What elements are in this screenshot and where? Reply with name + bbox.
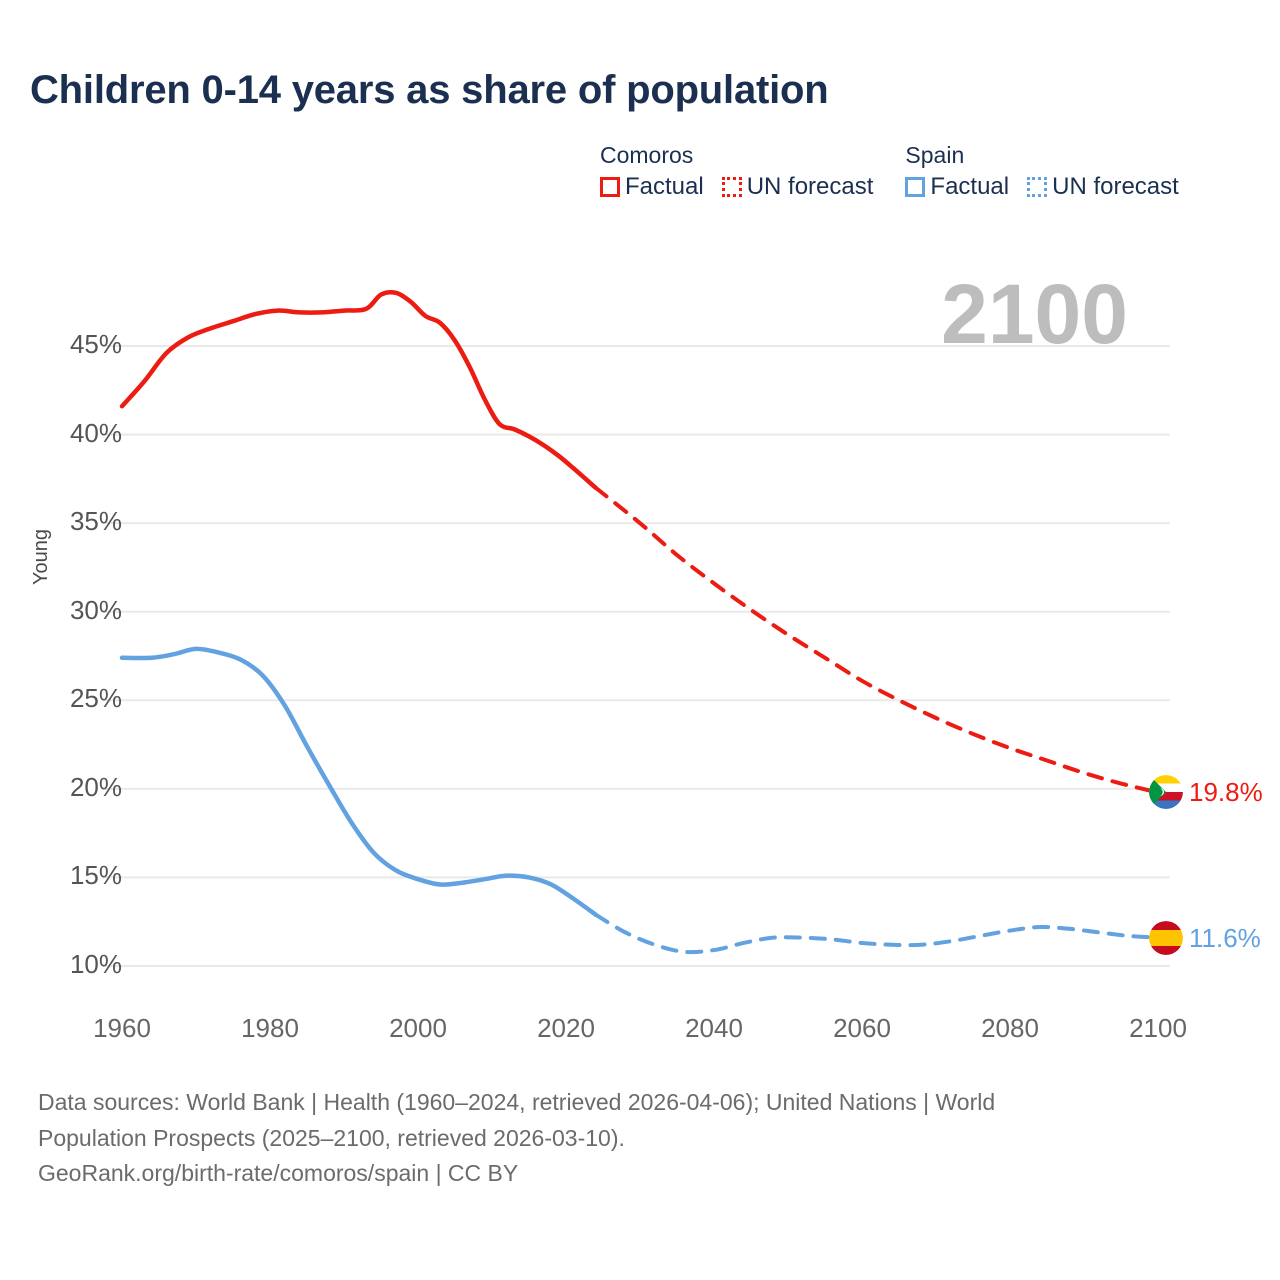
legend-item-label: UN forecast <box>746 173 874 201</box>
x-tick-label: 2000 <box>389 1013 447 1043</box>
legend-item-spain-forecast[interactable]: UN forecast <box>1027 175 1179 199</box>
legend-item-spain-factual[interactable]: Factual <box>905 175 1009 199</box>
legend-item-label: Factual <box>930 173 1010 201</box>
y-tick-label: 20% <box>69 771 122 802</box>
series-line-comoros-factual <box>119 289 598 490</box>
x-tick-label: 2040 <box>685 1013 743 1043</box>
y-tick-label: 40% <box>69 417 122 448</box>
legend-group-spain: Spain Factual UN forecast <box>905 142 1179 199</box>
x-tick-label: 2100 <box>1129 1013 1187 1043</box>
footer-sources: Data sources: World Bank | Health (1960–… <box>38 1085 1218 1192</box>
x-tick-label: 2020 <box>537 1013 595 1043</box>
y-tick-label: 45% <box>69 329 122 359</box>
x-tick-label: 2060 <box>833 1013 891 1043</box>
legend-group-comoros: Comoros Factual UN forecast <box>600 142 874 201</box>
legend-item-comoros-factual[interactable]: Factual <box>600 175 704 199</box>
legend-group-title: Spain <box>905 142 965 168</box>
spain-end-value-label: 11.6% <box>1189 922 1261 953</box>
x-tick-label: 1960 <box>93 1013 151 1043</box>
legend-item-comoros-forecast[interactable]: UN forecast <box>721 173 874 201</box>
legend-item-label: UN forecast <box>1052 173 1179 201</box>
legend-swatch-dotted-icon <box>1027 177 1048 198</box>
year-watermark: 2100 <box>941 267 1128 361</box>
series-line-comoros-forecast <box>593 485 1160 795</box>
x-tick-label: 1980 <box>241 1013 299 1043</box>
chart-legend: Comoros Factual UN forecast Spain Factua… <box>600 142 1179 201</box>
page-title: Children 0-14 years as share of populati… <box>30 68 829 112</box>
y-tick-label: 30% <box>69 594 122 625</box>
y-tick-label: 15% <box>69 860 122 891</box>
spain-flag-icon <box>1149 920 1183 955</box>
footer-line-2: Population Prospects (2025–2100, retriev… <box>38 1124 625 1151</box>
x-tick-label: 2080 <box>981 1013 1039 1043</box>
comoros-end-value-label: 19.8% <box>1189 777 1263 808</box>
series-line-spain-forecast <box>593 912 1160 955</box>
legend-group-title: Comoros <box>600 142 694 168</box>
y-tick-label: 35% <box>69 506 122 537</box>
y-tick-label: 10% <box>69 949 122 979</box>
footer-line-1: Data sources: World Bank | Health (1960–… <box>38 1089 996 1115</box>
legend-swatch-solid-icon <box>600 177 620 198</box>
legend-swatch-dotted-icon <box>721 177 742 198</box>
legend-item-label: Factual <box>625 173 704 201</box>
y-tick-label: 25% <box>69 683 122 714</box>
footer-line-3[interactable]: GeoRank.org/birth-rate/comoros/spain | C… <box>38 1160 519 1187</box>
comoros-flag-icon <box>1149 775 1183 810</box>
series-line-spain-factual <box>119 646 598 917</box>
legend-swatch-solid-icon <box>905 177 926 198</box>
